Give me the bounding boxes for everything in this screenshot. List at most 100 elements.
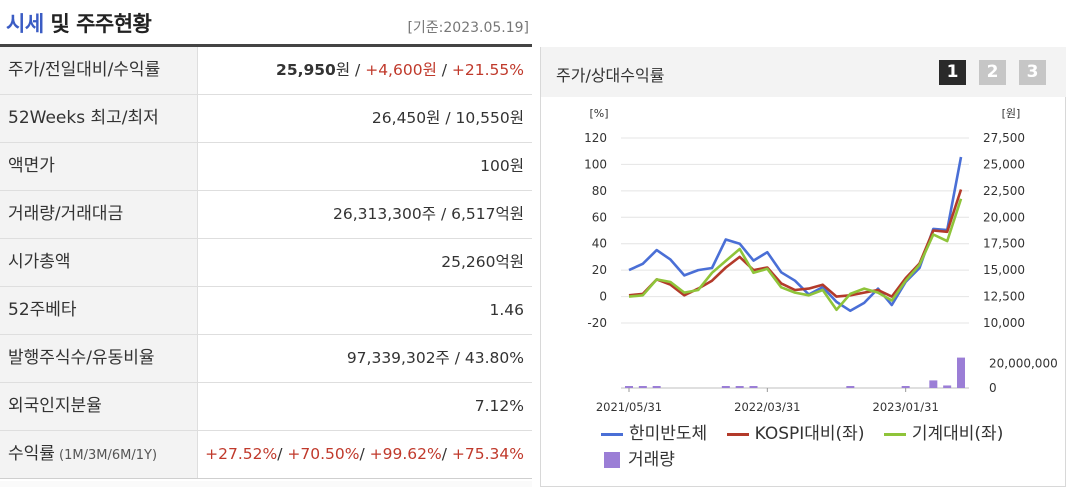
legend-item-volume[interactable]: 거래량 [601, 445, 675, 470]
series-line-2 [628, 198, 963, 312]
x-tick-label: 2023/01/31 [873, 400, 939, 414]
table-row: 액면가 100원 [0, 143, 532, 191]
volume-tick-label: 20,000,000 [989, 357, 1058, 371]
legend-item-hanmi[interactable]: 한미반도체 [601, 419, 707, 444]
row-value: 25,950원 / +4,600원 / +21.55% [199, 47, 524, 94]
series-line-1 [628, 189, 963, 298]
right-tick-label: 15,000 [983, 263, 1025, 277]
left-tick-label: 20 [592, 263, 607, 277]
volume-tick-label: 0 [989, 381, 997, 395]
row-label: 52주베타 [0, 287, 198, 334]
chart-panel: 주가/상대수익률 1 2 3 [%] [원] 120 27,500 100 25,000 8… [540, 47, 1066, 487]
header-divider [0, 44, 532, 47]
right-axis-unit: [원] [1002, 107, 1021, 120]
left-tick-label: -20 [587, 316, 607, 330]
return-3m: +70.50% [287, 445, 360, 463]
left-tick-label: 80 [592, 184, 607, 198]
chart-page-1-button[interactable]: 1 [939, 60, 966, 85]
return-6m: +99.62% [369, 445, 442, 463]
chart-panel-title: 주가/상대수익률 [556, 66, 665, 85]
table-row: 52Weeks 최고/최저 26,450원 / 10,550원 [0, 95, 532, 143]
returns-period-label: (1M/3M/6M/1Y) [54, 448, 158, 463]
right-tick-label: 27,500 [983, 131, 1025, 145]
right-tick-label: 12,500 [983, 290, 1025, 304]
price-unit: 원 [335, 61, 351, 79]
panel-header: 시세 및 주주현황 [기준:2023.05.19] [0, 0, 532, 47]
stock-info-table: 주가/전일대비/수익률 25,950원 / +4,600원 / +21.55% … [0, 47, 532, 479]
legend-swatch [883, 432, 906, 436]
returns-label: 수익률 [8, 444, 55, 464]
right-tick-label: 20,000 [983, 210, 1025, 224]
table-row: 외국인지분율 7.12% [0, 383, 532, 431]
separator: / [277, 445, 288, 463]
volume-bar [625, 386, 633, 388]
cut-off-strip [0, 481, 532, 487]
legend-swatch [601, 432, 623, 436]
row-label: 발행주식수/유동비율 [0, 335, 198, 382]
volume-bar [721, 386, 730, 388]
panel-title-rest: 및 주주현황 [43, 12, 152, 36]
separator: / [436, 61, 452, 79]
separator: / [441, 445, 452, 463]
legend-item-machine[interactable]: 기계대비(좌) [883, 419, 1004, 444]
table-row: 거래량/거래대금 26,313,300주 / 6,517억원 [0, 191, 532, 239]
price-change: +4,600원 [365, 61, 437, 79]
chart-page-2-button[interactable]: 2 [979, 60, 1006, 85]
legend-label: 기계대비(좌) [911, 424, 1004, 444]
row-value: 26,450원 / 10,550원 [371, 109, 524, 127]
right-tick-label: 22,500 [983, 184, 1025, 198]
return-rate: +21.55% [451, 61, 524, 79]
left-axis-unit: [%] [589, 107, 608, 120]
volume-bar [638, 386, 647, 388]
table-row: 수익률 (1M/3M/6M/1Y) +27.52%/ +70.50%/ +99.… [0, 431, 532, 479]
row-value: 26,313,300주 / 6,517억원 [333, 205, 524, 223]
volume-bar [957, 357, 965, 388]
legend-item-kospi[interactable]: KOSPI대비(좌) [726, 419, 865, 444]
right-tick-label: 10,000 [983, 316, 1025, 330]
row-label: 주가/전일대비/수익률 [0, 47, 198, 94]
row-value: +27.52%/ +70.50%/ +99.62%/ +75.34% [199, 431, 524, 478]
current-price: 25,950 [276, 61, 336, 79]
volume-bar [735, 386, 744, 388]
row-label: 액면가 [0, 143, 198, 190]
volume-bar [901, 386, 910, 388]
volume-bar [846, 386, 855, 388]
chart-page-3-button[interactable]: 3 [1019, 60, 1046, 85]
relative-return-chart: [%] [원] 120 27,500 100 25,000 80 22,500 60 20,000… [584, 107, 1058, 414]
legend-label: 한미반도체 [629, 424, 708, 444]
table-row: 시가총액 25,260억원 [0, 239, 532, 287]
panel-title: 시세 및 주주현황 [6, 8, 152, 38]
row-value: 100원 [480, 157, 524, 175]
row-label: 52Weeks 최고/최저 [0, 95, 198, 142]
left-tick-label: 120 [584, 131, 607, 145]
row-value: 1.46 [489, 301, 524, 319]
left-tick-label: 0 [599, 290, 607, 304]
price-shareholder-panel: 시세 및 주주현황 [기준:2023.05.19] 주가/전일대비/수익률 25… [0, 0, 532, 487]
row-value: 7.12% [474, 397, 524, 415]
row-label: 수익률 (1M/3M/6M/1Y) [0, 431, 198, 478]
return-1y: +75.34% [451, 445, 524, 463]
chart-panel-header: 주가/상대수익률 1 2 3 [541, 47, 1066, 97]
right-tick-label: 17,500 [983, 237, 1025, 251]
panel-title-accent: 시세 [6, 12, 44, 36]
legend-label: KOSPI대비(좌) [754, 424, 865, 444]
right-tick-label: 25,000 [983, 157, 1025, 171]
left-tick-label: 40 [592, 237, 607, 251]
return-1m: +27.52% [205, 445, 278, 463]
row-label: 거래량/거래대금 [0, 191, 198, 238]
table-row: 발행주식수/유동비율 97,339,302주 / 43.80% [0, 335, 532, 383]
row-value: 97,339,302주 / 43.80% [346, 349, 524, 367]
legend-swatch [604, 452, 620, 468]
left-tick-label: 60 [592, 210, 607, 224]
table-row: 52주베타 1.46 [0, 287, 532, 335]
volume-bar [929, 380, 938, 388]
separator: / [359, 445, 370, 463]
separator: / [350, 61, 366, 79]
volume-bar [943, 385, 952, 388]
row-value: 25,260억원 [441, 253, 524, 271]
left-tick-label: 100 [584, 157, 607, 171]
x-tick-label: 2021/05/31 [596, 400, 662, 414]
volume-bar [749, 386, 758, 388]
row-label: 시가총액 [0, 239, 198, 286]
chart-legend: 한미반도체 KOSPI대비(좌) 기계대비(좌) 거래량 [601, 419, 1017, 471]
